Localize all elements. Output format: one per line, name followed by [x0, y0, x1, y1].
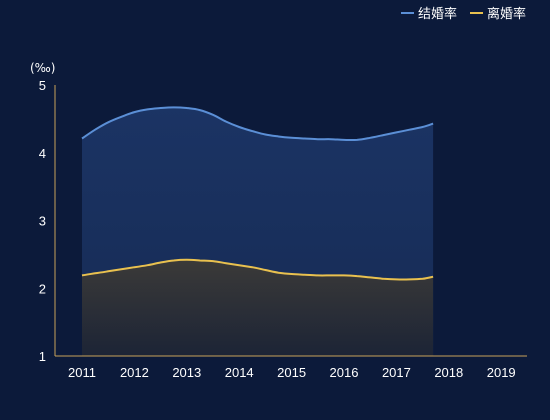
series-line-marriage[interactable] [81, 106, 434, 142]
series-line-divorce[interactable] [81, 258, 434, 281]
y-tick-label: 2 [39, 281, 46, 296]
legend-item-marriage[interactable]: 结婚率 [401, 6, 457, 22]
x-tick-label: 2014 [225, 365, 254, 380]
legend-item-divorce[interactable]: 离婚率 [470, 6, 526, 22]
x-tick-label: 2016 [330, 365, 359, 380]
y-tick-label: 5 [39, 78, 46, 93]
plot-area [81, 106, 434, 357]
x-axis-ticks: 2011 2012 2013 2014 2015 2016 2017 2018 2019 [68, 365, 516, 380]
x-tick-label: 2012 [120, 365, 149, 380]
x-tick-label: 2015 [277, 365, 306, 380]
x-tick-label: 2011 [68, 365, 96, 380]
y-axis-ticks: 1 2 3 4 5 [39, 78, 46, 364]
y-axis-unit: (‰) [30, 61, 55, 75]
x-tick-label: 2018 [434, 365, 463, 380]
y-tick-label: 1 [39, 349, 46, 364]
area-fill-divorce [82, 259, 434, 356]
y-tick-label: 3 [39, 214, 46, 229]
y-tick-label: 4 [39, 146, 46, 161]
legend: 结婚率 离婚率 [401, 6, 526, 22]
legend-label-marriage: 结婚率 [418, 6, 457, 22]
x-tick-label: 2017 [382, 365, 411, 380]
x-tick-label: 2019 [487, 365, 516, 380]
x-tick-label: 2013 [172, 365, 201, 380]
legend-label-divorce: 离婚率 [487, 6, 526, 22]
